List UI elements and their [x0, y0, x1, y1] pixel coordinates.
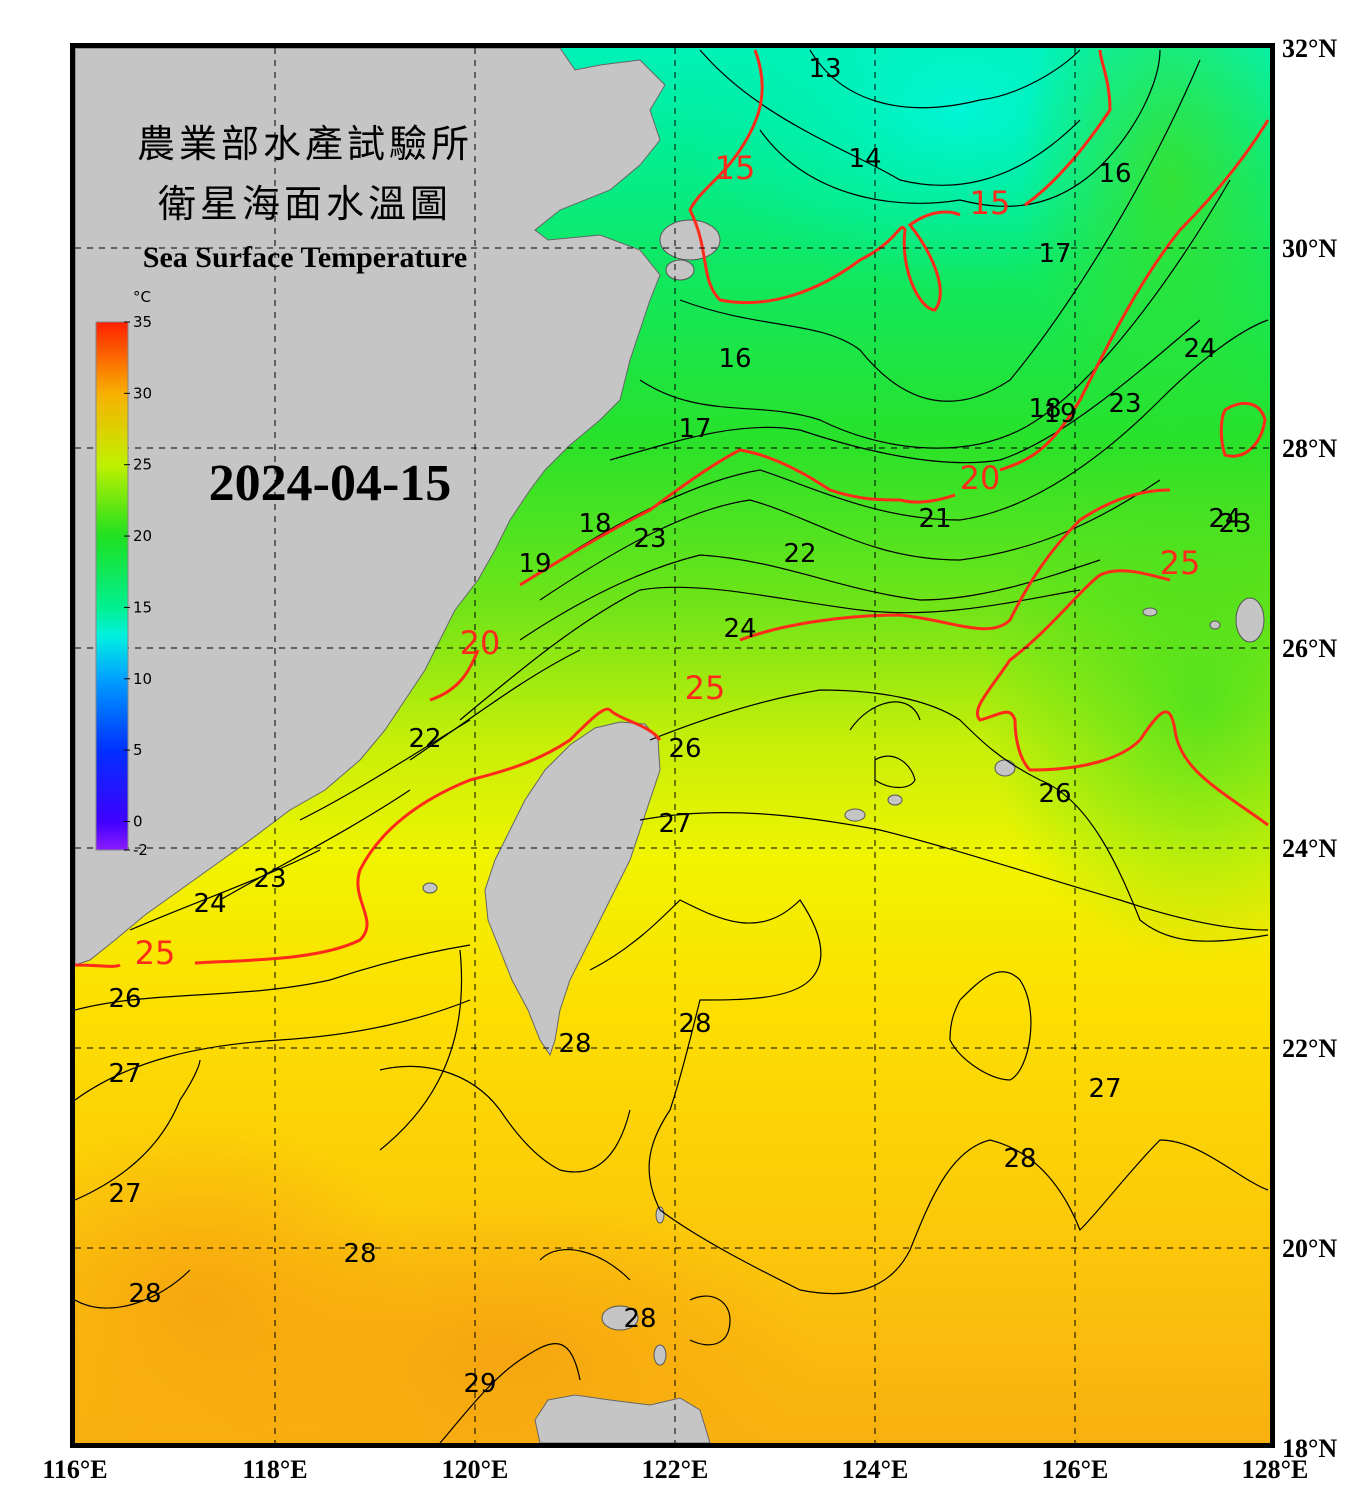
longitude-label: 124°E: [842, 1455, 909, 1484]
contour-label: 17: [678, 414, 711, 444]
colorbar-gradient: [95, 321, 129, 851]
latitude-label: 30°N: [1282, 234, 1337, 263]
contour-label: 16: [718, 344, 751, 374]
contour-label: 18: [578, 509, 611, 539]
longitude-label: 118°E: [242, 1455, 307, 1484]
isotherms-red: [75, 49, 1270, 968]
contour-label-red: 15: [715, 149, 756, 187]
latitude-labels: 32°N 30°N 28°N 26°N 24°N 22°N 20°N 18°N: [1282, 34, 1337, 1463]
longitude-labels: 116°E 118°E 120°E 122°E 124°E 126°E 128°E: [42, 1455, 1308, 1484]
colorbar-unit: °C: [133, 288, 151, 306]
graticule: [75, 48, 1270, 1443]
longitude-label: 126°E: [1042, 1455, 1109, 1484]
colorbar-tick-label: 20: [133, 527, 152, 545]
contour-label: 27: [108, 1179, 141, 1209]
contour-label: 18: [1028, 394, 1061, 424]
contour-label: 27: [1088, 1074, 1121, 1104]
contour-label: 23: [1108, 389, 1141, 419]
colorbar-tick-label: 25: [133, 456, 152, 474]
longitude-label: 116°E: [42, 1455, 107, 1484]
contour-label: 28: [678, 1009, 711, 1039]
contour-label: 16: [1098, 159, 1131, 189]
contour-label: 24: [193, 889, 226, 919]
title-line2: 衛星海面水溫圖: [158, 182, 452, 226]
contour-label: 29: [463, 1369, 496, 1399]
latitude-label: 18°N: [1282, 1434, 1337, 1463]
latitude-label: 26°N: [1282, 634, 1337, 663]
contour-label: 22: [408, 724, 441, 754]
contour-label: 13: [808, 54, 841, 84]
contour-label: 26: [668, 734, 701, 764]
contour-label-red: 15: [970, 184, 1011, 222]
contour-label: 23: [633, 524, 666, 554]
colorbar-tick-label: 30: [133, 384, 152, 402]
contour-label: 14: [848, 144, 881, 174]
isotherm-25: [75, 488, 1269, 968]
latitude-label: 22°N: [1282, 1034, 1337, 1063]
longitude-label: 128°E: [1242, 1455, 1309, 1484]
contour-label: 28: [558, 1029, 591, 1059]
small-islands: [422, 219, 1265, 1366]
contour-label: 24: [723, 614, 756, 644]
contour-label: 22: [783, 539, 816, 569]
colorbar-tick-label: 5: [133, 741, 143, 759]
longitude-label: 120°E: [442, 1455, 509, 1484]
contour-label: 27: [108, 1059, 141, 1089]
colorbar: °C 35 30 25 20 15 10 5 0 -2: [95, 288, 152, 859]
contour-label: 27: [658, 809, 691, 839]
title-line1: 農業部水產試驗所: [137, 122, 473, 166]
isotherm-20-south: [429, 649, 480, 702]
title-english: Sea Surface Temperature: [143, 241, 467, 274]
contour-label-red: 20: [460, 624, 501, 662]
latitude-label: 28°N: [1282, 434, 1337, 463]
isotherms-black: [75, 49, 1269, 1443]
contour-label-red: 25: [135, 934, 176, 972]
contour-label-red: 20: [960, 459, 1001, 497]
isotherm-20-north: [519, 119, 1270, 587]
contour-label: 19: [518, 549, 551, 579]
contour-label: 28: [128, 1279, 161, 1309]
colorbar-tick-label: 35: [133, 313, 152, 331]
contour-label: 19: [1043, 399, 1076, 429]
contour-label: 26: [108, 984, 141, 1014]
contour-label: 24: [1208, 504, 1241, 534]
luzon-island: [534, 1394, 711, 1443]
contour-label: 28: [343, 1239, 376, 1269]
colorbar-tick-label: 0: [133, 812, 143, 830]
taiwan-island: [484, 721, 661, 1057]
colorbar-tick-label: 10: [133, 670, 152, 688]
contour-label: 28: [1003, 1144, 1036, 1174]
colorbar-tick-label: -2: [133, 841, 148, 859]
colorbar-tick-label: 15: [133, 598, 152, 616]
contour-label: 17: [1038, 239, 1071, 269]
contour-label: 28: [623, 1304, 656, 1334]
contour-label-red: 25: [685, 669, 726, 707]
contour-label: 23: [253, 864, 286, 894]
latitude-label: 20°N: [1282, 1234, 1337, 1263]
latitude-label: 32°N: [1282, 34, 1337, 63]
contour-label: 23: [1218, 509, 1251, 539]
china-mainland: [75, 48, 666, 966]
isotherm-15: [688, 49, 1112, 312]
contour-label: 26: [1038, 779, 1071, 809]
latitude-label: 24°N: [1282, 834, 1337, 863]
contour-label: 21: [918, 504, 951, 534]
date-label: 2024-04-15: [209, 455, 452, 512]
contour-label: 24: [1183, 334, 1216, 364]
longitude-label: 122°E: [642, 1455, 709, 1484]
contour-label-red: 25: [1160, 544, 1201, 582]
